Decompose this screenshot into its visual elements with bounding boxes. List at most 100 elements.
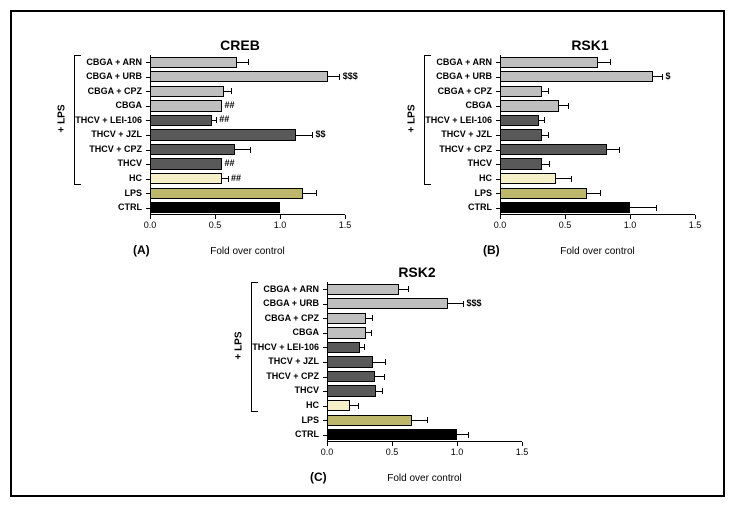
bar <box>150 173 222 184</box>
error-cap <box>358 403 359 409</box>
plot-area: 0.00.51.01.5$$$ <box>327 282 522 442</box>
error-cap <box>364 344 365 350</box>
error-bar <box>412 420 428 421</box>
bar <box>150 86 224 97</box>
plot-area: 0.00.51.01.5$$$####$$#### <box>150 55 345 215</box>
panel-b: RSK1+ LPS0.00.51.01.5$CBGA + ARNCBGA + U… <box>380 37 720 262</box>
bar <box>327 429 457 440</box>
y-tick <box>496 179 500 180</box>
error-bar <box>556 178 572 179</box>
bar <box>150 57 237 68</box>
error-cap <box>656 205 657 211</box>
error-bar <box>607 149 620 150</box>
category-label: THCV + JZL <box>42 129 142 139</box>
error-bar <box>235 149 251 150</box>
x-tick-label: 1.5 <box>330 220 360 230</box>
bar <box>500 144 607 155</box>
y-tick <box>146 208 150 209</box>
category-label: THCV <box>392 158 492 168</box>
error-cap <box>427 417 428 423</box>
x-axis <box>150 214 345 215</box>
bar <box>500 202 630 213</box>
y-tick <box>323 377 327 378</box>
panel-a: CREB+ LPS0.00.51.01.5$$$####$$####CBGA +… <box>30 37 370 262</box>
x-tick <box>695 215 696 219</box>
panel-title-b: RSK1 <box>530 37 650 53</box>
significance-label: $$ <box>316 129 326 139</box>
bar <box>327 327 366 338</box>
y-tick <box>323 435 327 436</box>
x-tick-label: 0.0 <box>312 447 342 457</box>
x-tick-label: 1.0 <box>442 447 472 457</box>
x-tick <box>500 215 501 219</box>
y-tick <box>146 91 150 92</box>
y-tick <box>496 135 500 136</box>
y-tick <box>323 391 327 392</box>
x-tick <box>345 215 346 219</box>
bar <box>150 158 222 169</box>
bar <box>500 100 559 111</box>
error-cap <box>408 286 409 292</box>
category-label: CBGA + URB <box>392 71 492 81</box>
significance-label: ## <box>231 173 241 183</box>
error-cap <box>250 147 251 153</box>
error-cap <box>568 103 569 109</box>
error-cap <box>463 301 464 307</box>
error-cap <box>312 132 313 138</box>
x-tick <box>630 215 631 219</box>
category-label: CBGA + CPZ <box>219 313 319 323</box>
error-cap <box>339 74 340 80</box>
bar <box>327 298 448 309</box>
y-tick <box>323 406 327 407</box>
error-bar <box>630 207 656 208</box>
y-tick <box>496 106 500 107</box>
error-cap <box>316 190 317 196</box>
category-label: CTRL <box>42 202 142 212</box>
y-tick <box>496 164 500 165</box>
y-tick <box>323 347 327 348</box>
error-bar <box>237 62 249 63</box>
y-tick <box>496 193 500 194</box>
error-cap <box>228 176 229 182</box>
bar <box>150 188 303 199</box>
bar <box>150 202 280 213</box>
category-label: CBGA + ARN <box>392 57 492 67</box>
x-tick-label: 1.5 <box>680 220 710 230</box>
error-bar <box>587 193 600 194</box>
category-label: THCV + LEI-106 <box>219 342 319 352</box>
error-bar <box>448 303 464 304</box>
bar <box>150 115 212 126</box>
y-tick <box>496 77 500 78</box>
x-tick <box>392 442 393 446</box>
panel-letter: (C) <box>310 470 327 484</box>
bar <box>150 144 235 155</box>
error-cap <box>600 190 601 196</box>
category-label: HC <box>392 173 492 183</box>
bar <box>150 129 296 140</box>
bar <box>327 313 366 324</box>
y-tick <box>146 135 150 136</box>
x-axis <box>500 214 695 215</box>
x-tick-label: 0.0 <box>135 220 165 230</box>
x-tick-label: 1.5 <box>507 447 537 457</box>
panel-letter: (B) <box>483 243 500 257</box>
error-cap <box>571 176 572 182</box>
error-cap <box>548 88 549 94</box>
y-tick <box>323 333 327 334</box>
bar <box>500 57 598 68</box>
bar <box>327 342 360 353</box>
error-bar <box>559 105 569 106</box>
y-tick <box>323 362 327 363</box>
bar <box>500 129 542 140</box>
category-label: CBGA + URB <box>219 298 319 308</box>
category-label: THCV + CPZ <box>219 371 319 381</box>
significance-label: $$$ <box>343 71 358 81</box>
y-tick <box>146 193 150 194</box>
x-tick-label: 0.5 <box>200 220 230 230</box>
bar <box>150 100 222 111</box>
y-tick <box>323 289 327 290</box>
figure-frame: CREB+ LPS0.00.51.01.5$$$####$$####CBGA +… <box>10 10 725 497</box>
category-label: THCV <box>219 385 319 395</box>
bar <box>327 356 373 367</box>
category-label: CBGA + ARN <box>42 57 142 67</box>
